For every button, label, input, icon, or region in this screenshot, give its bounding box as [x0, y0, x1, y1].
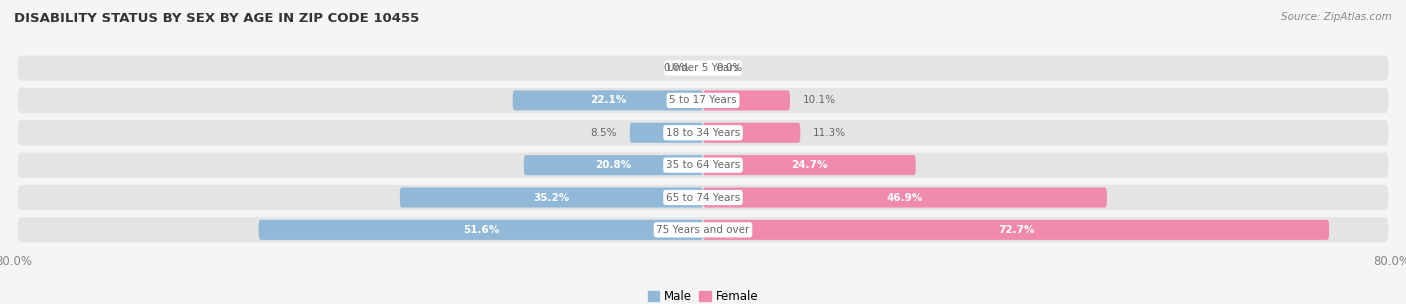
Text: 46.9%: 46.9%	[887, 192, 924, 202]
FancyBboxPatch shape	[703, 155, 915, 175]
Legend: Male, Female: Male, Female	[643, 285, 763, 304]
Text: 5 to 17 Years: 5 to 17 Years	[669, 95, 737, 105]
FancyBboxPatch shape	[630, 123, 703, 143]
Text: 10.1%: 10.1%	[803, 95, 837, 105]
FancyBboxPatch shape	[17, 185, 1389, 210]
Text: 72.7%: 72.7%	[998, 225, 1035, 235]
FancyBboxPatch shape	[17, 153, 1389, 178]
Text: Under 5 Years: Under 5 Years	[666, 63, 740, 73]
Text: 24.7%: 24.7%	[792, 160, 828, 170]
FancyBboxPatch shape	[703, 188, 1107, 208]
Text: 18 to 34 Years: 18 to 34 Years	[666, 128, 740, 138]
Text: 51.6%: 51.6%	[463, 225, 499, 235]
Text: 8.5%: 8.5%	[591, 128, 617, 138]
Text: 11.3%: 11.3%	[813, 128, 846, 138]
Text: 35 to 64 Years: 35 to 64 Years	[666, 160, 740, 170]
Text: 65 to 74 Years: 65 to 74 Years	[666, 192, 740, 202]
FancyBboxPatch shape	[399, 188, 703, 208]
Text: 35.2%: 35.2%	[533, 192, 569, 202]
FancyBboxPatch shape	[17, 55, 1389, 81]
FancyBboxPatch shape	[703, 123, 800, 143]
Text: 0.0%: 0.0%	[664, 63, 690, 73]
FancyBboxPatch shape	[703, 90, 790, 110]
Text: Source: ZipAtlas.com: Source: ZipAtlas.com	[1281, 12, 1392, 22]
FancyBboxPatch shape	[17, 88, 1389, 113]
Text: 0.0%: 0.0%	[716, 63, 742, 73]
FancyBboxPatch shape	[513, 90, 703, 110]
Text: 75 Years and over: 75 Years and over	[657, 225, 749, 235]
FancyBboxPatch shape	[17, 120, 1389, 145]
Text: 20.8%: 20.8%	[595, 160, 631, 170]
Text: DISABILITY STATUS BY SEX BY AGE IN ZIP CODE 10455: DISABILITY STATUS BY SEX BY AGE IN ZIP C…	[14, 12, 419, 25]
FancyBboxPatch shape	[524, 155, 703, 175]
Text: 22.1%: 22.1%	[589, 95, 626, 105]
FancyBboxPatch shape	[17, 217, 1389, 243]
FancyBboxPatch shape	[259, 220, 703, 240]
FancyBboxPatch shape	[703, 220, 1329, 240]
